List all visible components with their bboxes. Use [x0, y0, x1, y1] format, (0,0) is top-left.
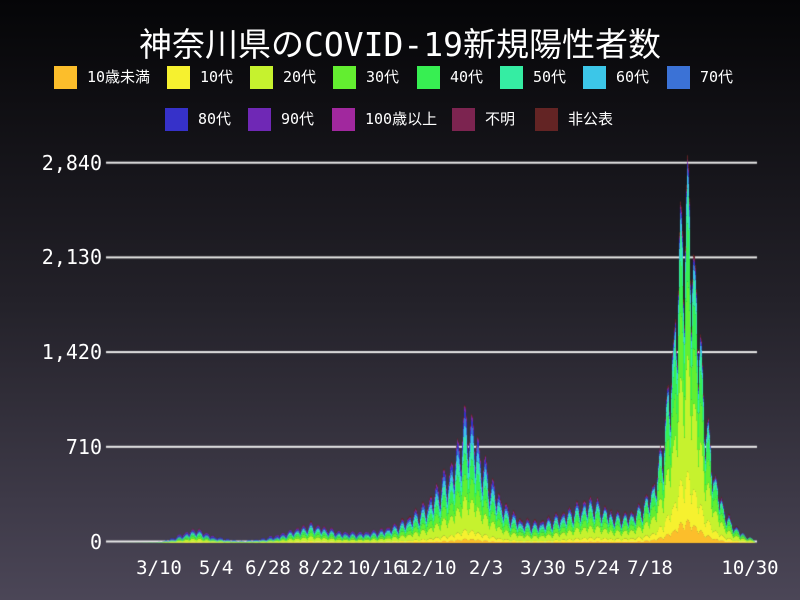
x-tick-10/30: 10/30	[721, 557, 779, 579]
x-tick-12/10: 12/10	[399, 557, 457, 579]
x-tick-5/24: 5/24	[574, 557, 620, 579]
legend-swatch-60代	[583, 66, 606, 89]
x-tick-10/16: 10/16	[347, 557, 405, 579]
x-tick-7/18: 7/18	[627, 557, 673, 579]
y-tick-1,420: 1,420	[41, 340, 102, 365]
y-tick-0: 0	[89, 529, 102, 554]
legend-label-非公表: 非公表	[568, 110, 614, 128]
legend-swatch-30代	[333, 66, 356, 89]
x-tick-3/30: 3/30	[520, 557, 566, 579]
x-tick-5/4: 5/4	[198, 557, 234, 579]
legend-swatch-非公表	[535, 108, 558, 131]
x-tick-3/10: 3/10	[136, 557, 182, 579]
legend-label-不明: 不明	[485, 110, 516, 128]
legend-swatch-70代	[667, 66, 690, 89]
legend-swatch-40代	[417, 66, 440, 89]
legend-label-40代: 40代	[450, 68, 484, 86]
legend-label-90代: 90代	[281, 110, 315, 128]
x-tick-8/22: 8/22	[298, 557, 344, 579]
chart-title: 神奈川県のCOVID-19新規陽性者数	[139, 25, 661, 64]
chart-canvas	[100, 150, 760, 550]
x-tick-2/3: 2/3	[468, 557, 504, 579]
legend-label-80代: 80代	[198, 110, 232, 128]
x-tick-6/28: 6/28	[245, 557, 291, 579]
legend-label-100歳以上: 100歳以上	[365, 110, 438, 128]
legend-label-20代: 20代	[283, 68, 317, 86]
legend-label-30代: 30代	[366, 68, 400, 86]
legend-label-70代: 70代	[700, 68, 734, 86]
legend-swatch-100歳以上	[332, 108, 355, 131]
legend-swatch-不明	[452, 108, 475, 131]
legend-label-50代: 50代	[533, 68, 567, 86]
legend-swatch-20代	[250, 66, 273, 89]
legend-swatch-10代	[167, 66, 190, 89]
legend-swatch-50代	[500, 66, 523, 89]
legend-swatch-80代	[165, 108, 188, 131]
y-tick-710: 710	[65, 434, 102, 459]
y-tick-2,840: 2,840	[41, 150, 102, 175]
legend-label-10歳未満: 10歳未満	[87, 68, 151, 86]
legend-label-10代: 10代	[200, 68, 234, 86]
legend-label-60代: 60代	[616, 68, 650, 86]
legend-swatch-90代	[248, 108, 271, 131]
y-tick-2,130: 2,130	[41, 245, 102, 270]
legend-swatch-10歳未満	[54, 66, 77, 89]
